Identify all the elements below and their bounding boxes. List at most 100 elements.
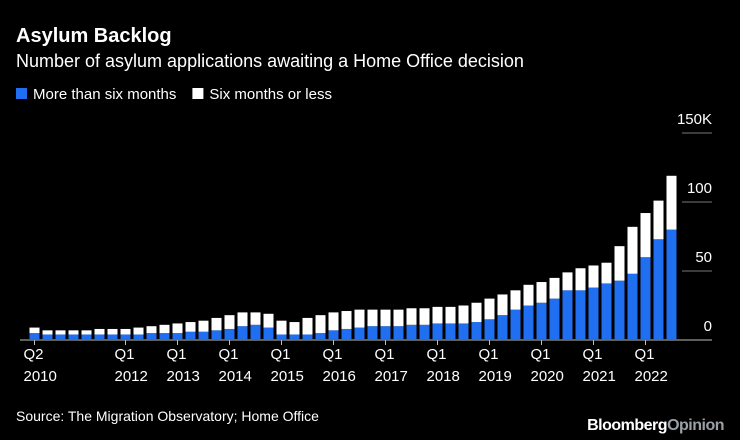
bar-segment [510,290,521,310]
y-tick-label: 50 [695,249,712,266]
bar-segment [211,317,222,331]
legend-swatch [16,88,27,99]
bar-segment [29,327,40,334]
x-tick-label: Q1 2018 [426,346,460,385]
bar-segment [432,323,443,340]
bar-segment [536,302,547,340]
bar-segment [406,324,417,340]
bar-segment [133,327,144,335]
bar-segment [289,322,300,335]
bar-segment [627,226,638,274]
x-tick-label: Q1 2012 [114,346,148,385]
bar-segment [81,334,92,340]
bar-segment [250,324,261,340]
bar-segment [471,302,482,323]
bar-segment [315,315,326,334]
bar-segment [224,328,235,340]
bar-segment [159,333,170,340]
bar-segment [458,305,469,324]
bar-segment [601,283,612,340]
x-tick-label: Q1 2016 [322,346,356,385]
bar-segment [263,327,274,340]
bar-segment [666,175,677,230]
bar-segment [549,277,560,299]
bar-segment [185,331,196,340]
chart-title: Asylum Backlog [16,25,172,47]
bar-segment [42,334,53,340]
bar-segment [601,262,612,284]
bar-segment [419,308,430,325]
bar-segment [575,290,586,340]
bar-segment [653,200,664,240]
bar-segment [497,294,508,316]
bar-segment [68,330,79,335]
bar-segment [393,326,404,340]
x-tick-label: Q1 2013 [166,346,200,385]
bar-segment [185,322,196,332]
bar-segment [588,287,599,340]
legend-swatch [192,88,204,99]
bar-segment [146,333,157,340]
legend-label: More than six months [33,86,176,103]
y-tick-label: 100 [687,180,712,197]
bar-segment [107,334,118,340]
bar-segment [55,330,66,335]
bar-segment [146,326,157,334]
bar-segment [237,326,248,340]
bar-segment [445,306,456,324]
bar-segment [523,305,534,340]
bar-segment [640,257,651,340]
bar-segment [302,334,313,340]
x-tick-label: Q1 2021 [582,346,616,385]
bar-segment [380,309,391,327]
bar-segment [237,312,248,327]
bar-segment [302,317,313,335]
bar-segment [328,330,339,340]
bar-segment [666,229,677,340]
bar-segment [510,309,521,340]
chart-subtitle: Number of asylum applications awaiting a… [16,51,524,71]
legend-label: Six months or less [209,86,332,103]
bar-segment [614,246,625,281]
bar-segment [445,323,456,340]
x-tick-label: Q1 2017 [374,346,408,385]
bar-segment [250,312,261,325]
bar-segment [588,265,599,288]
bar-segment [29,333,40,340]
bar-segment [263,313,274,328]
bar-segment [94,334,105,340]
bar-segment [575,268,586,291]
bar-segment [198,320,209,332]
bar-segment [627,273,638,340]
bar-segment [562,290,573,340]
bar-segment [224,315,235,329]
bar-segment [484,298,495,320]
bar-segment [640,213,651,258]
bar-segment [42,330,53,335]
bar-segment [341,328,352,340]
bar-segment [68,334,79,340]
brand-accent: Opinion [667,417,724,434]
brand-main: Bloomberg [587,417,667,434]
bar-segment [549,298,560,340]
bar-segment [107,328,118,335]
bar-segment [536,282,547,303]
bar-segment [419,324,430,340]
bar-segment [172,323,183,334]
bar-segment [159,324,170,334]
bar-segment [367,326,378,340]
bar-segment [133,334,144,340]
x-tick-label: Q1 2015 [270,346,304,385]
bar-segment [94,328,105,335]
x-tick-label: Q1 2022 [634,346,668,385]
bar-segment [523,284,534,306]
x-tick-label: Q1 2019 [478,346,512,385]
bar-segment [484,319,495,340]
brand: BloombergOpinion [587,417,724,434]
x-tick-label: Q1 2020 [530,346,564,385]
bar-segment [55,334,66,340]
source: Source: The Migration Observatory; Home … [16,408,319,424]
bar-segment [393,309,404,327]
bar-segment [614,280,625,340]
